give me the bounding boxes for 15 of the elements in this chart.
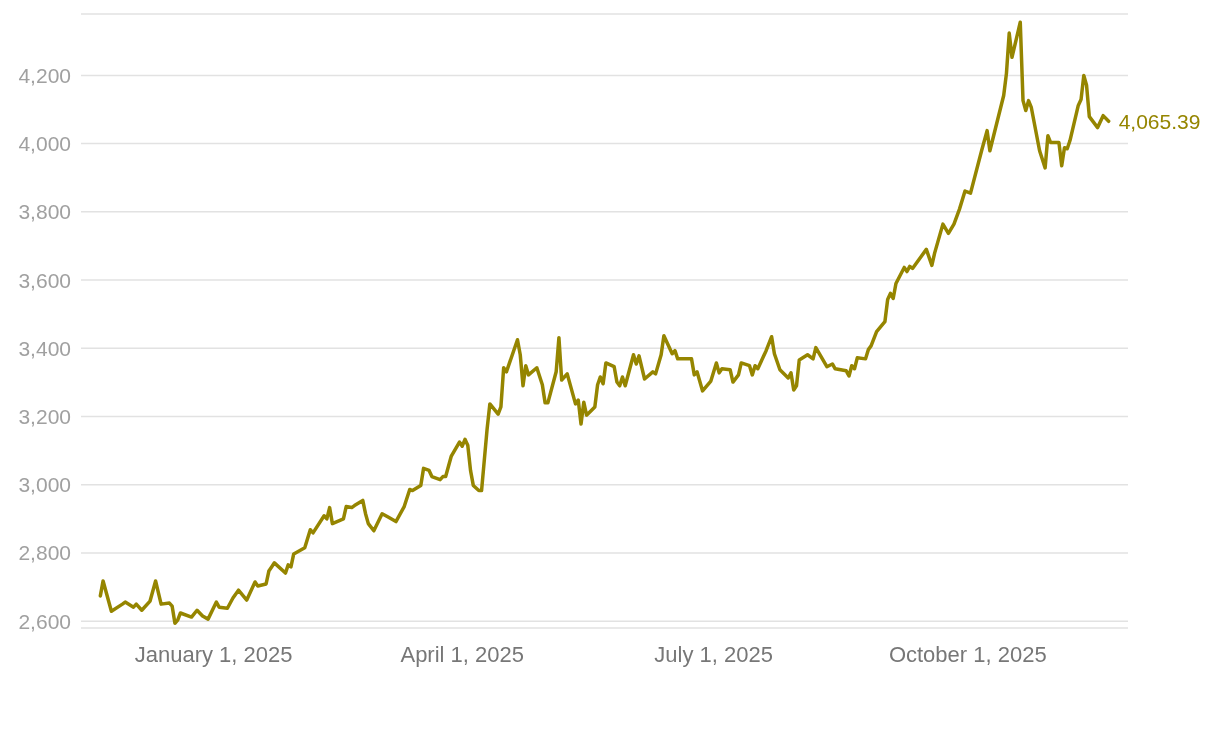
line-series [98, 20, 1111, 625]
y-tick-label: 2,600 [18, 609, 71, 633]
x-tick-label: July 1, 2025 [654, 641, 773, 667]
y-tick-label: 3,800 [18, 200, 71, 224]
x-tick-label: April 1, 2025 [400, 641, 524, 667]
y-tick-label: 3,000 [18, 473, 71, 497]
y-tick-label: 3,200 [18, 404, 71, 428]
x-tick-label: October 1, 2025 [888, 641, 1047, 667]
y-tick-label: 4,000 [18, 132, 71, 156]
x-tick-label: January 1, 2025 [134, 641, 293, 667]
y-tick-label: 2,800 [18, 541, 71, 565]
annotation: 4,065.39 [1118, 109, 1201, 133]
y-tick-label: 4,200 [18, 63, 71, 87]
y-tick-label: 3,400 [18, 336, 71, 360]
y-tick-label: 3,600 [18, 268, 71, 292]
